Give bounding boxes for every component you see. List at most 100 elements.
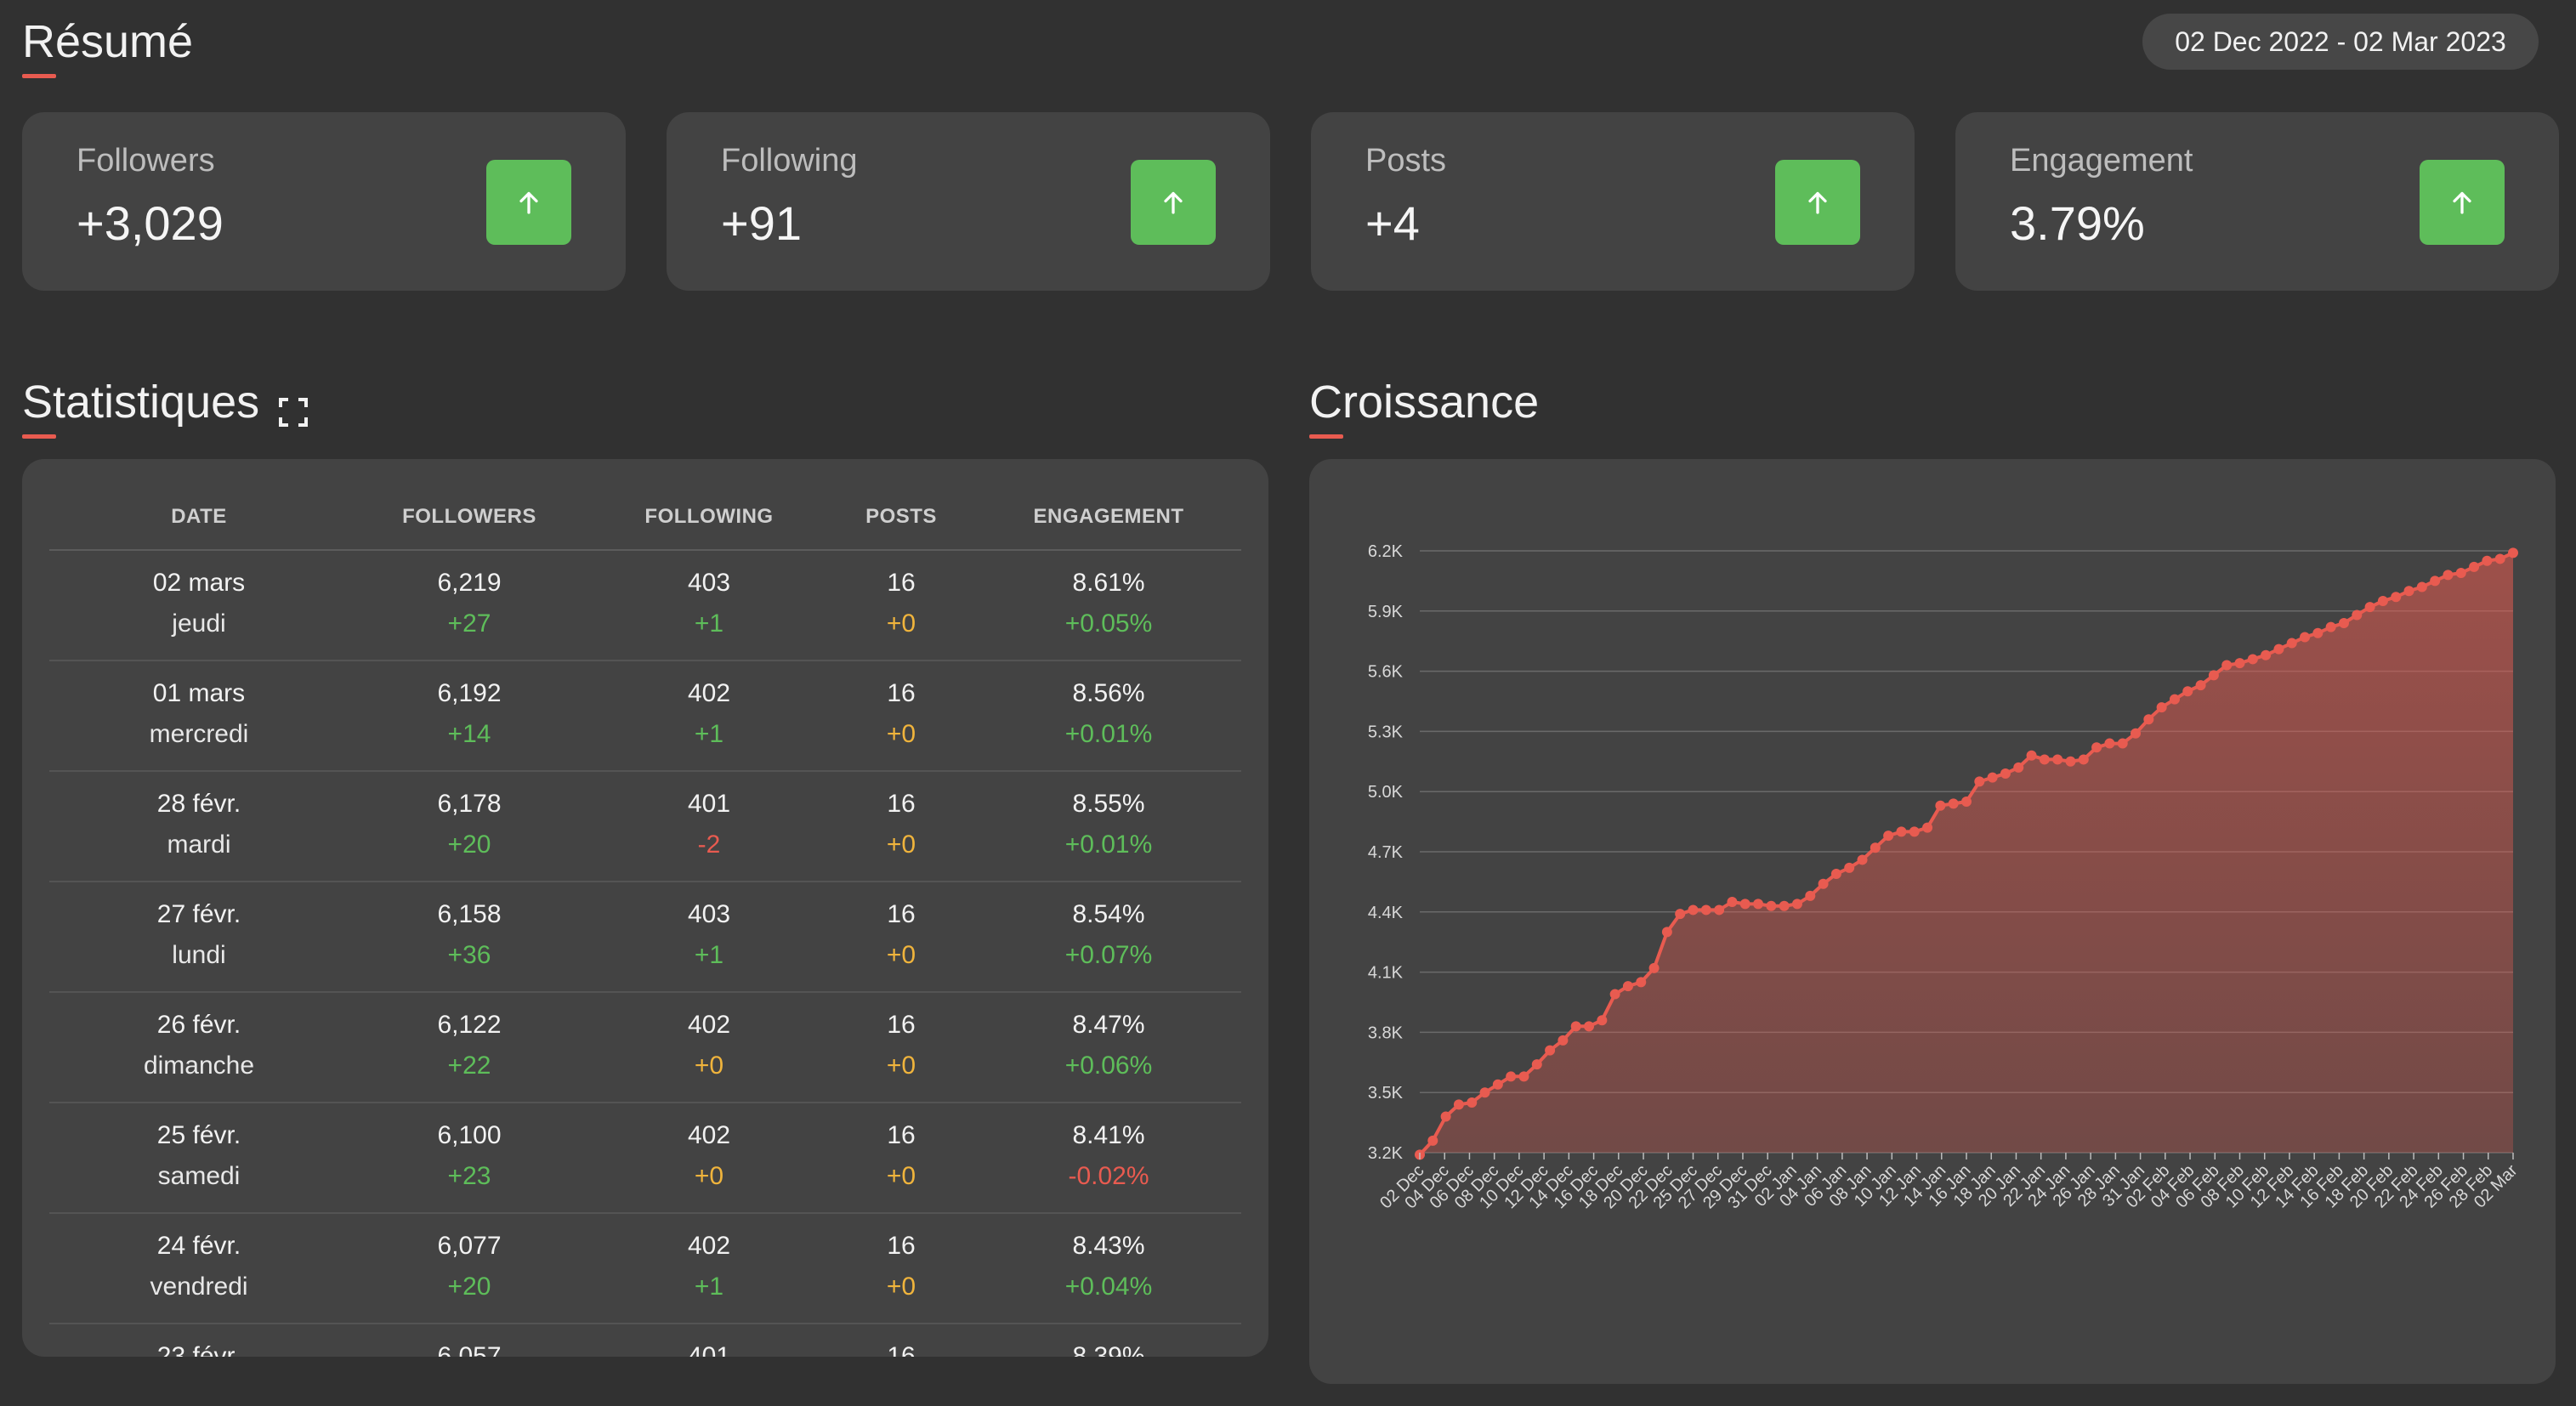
followers-value: 6,057 bbox=[437, 1342, 502, 1357]
date-value: 27 févr. bbox=[156, 900, 241, 928]
data-point bbox=[1818, 878, 1829, 889]
followers-delta: +20 bbox=[447, 831, 491, 859]
cell-followers: 6,057 bbox=[437, 1323, 501, 1357]
area-fill bbox=[1420, 553, 2513, 1155]
y-tick-label: 6.2K bbox=[1368, 542, 1404, 561]
date-value: 02 mars bbox=[152, 569, 246, 597]
data-point bbox=[1935, 800, 1946, 811]
data-point bbox=[1727, 897, 1738, 907]
cell-date: 25 févr. samedi bbox=[157, 1102, 241, 1192]
data-point bbox=[1518, 1071, 1529, 1082]
cell-following: 402 +1 bbox=[688, 1212, 730, 1302]
following-value: 402 bbox=[687, 1121, 731, 1149]
data-point bbox=[1675, 909, 1686, 920]
data-point bbox=[2104, 738, 2115, 749]
followers-value: 6,192 bbox=[437, 679, 502, 707]
trend-up-button[interactable] bbox=[2420, 160, 2505, 245]
header-date: DATE bbox=[171, 505, 227, 528]
trend-up-button[interactable] bbox=[1131, 160, 1216, 245]
followers-delta: +36 bbox=[447, 941, 491, 969]
cell-posts: 16 +0 bbox=[887, 549, 916, 639]
trend-up-button[interactable] bbox=[1775, 160, 1860, 245]
data-point bbox=[2403, 586, 2414, 597]
data-point bbox=[1830, 868, 1841, 879]
arrow-up-icon bbox=[1164, 191, 1183, 214]
cell-date: 28 févr. mardi bbox=[157, 770, 241, 860]
stats-table[interactable]: DATE FOLLOWERS FOLLOWING POSTS ENGAGEMEN… bbox=[49, 459, 1241, 1357]
cell-posts: 16 +0 bbox=[887, 1102, 916, 1192]
engagement-value: 8.43% bbox=[1072, 1232, 1145, 1260]
posts-delta: +0 bbox=[886, 941, 916, 969]
date-value: 23 févr. bbox=[156, 1342, 241, 1357]
cell-followers: 6,178 +20 bbox=[437, 770, 501, 860]
trend-up-button[interactable] bbox=[486, 160, 571, 245]
table-row: 28 févr. mardi 6,178 +20 401 -2 16 +0 8.55% +0.01… bbox=[49, 770, 1241, 882]
card-label: Engagement bbox=[2010, 143, 2193, 179]
weekday: jeudi bbox=[172, 609, 226, 638]
data-point bbox=[2247, 654, 2258, 665]
followers-value: 6,100 bbox=[437, 1121, 502, 1149]
data-point bbox=[2143, 714, 2154, 725]
weekday: mercredi bbox=[149, 720, 249, 748]
cell-followers: 6,100 +23 bbox=[437, 1102, 501, 1192]
date-value: 26 févr. bbox=[156, 1011, 241, 1039]
following-delta: +1 bbox=[694, 1273, 724, 1301]
cell-engagement: 8.41% -0.02% bbox=[1068, 1102, 1149, 1192]
following-delta: -2 bbox=[697, 831, 721, 859]
cell-engagement: 8.56% +0.01% bbox=[1065, 660, 1153, 750]
data-point bbox=[2352, 609, 2363, 621]
weekday: samedi bbox=[157, 1162, 241, 1190]
data-point bbox=[1531, 1059, 1542, 1070]
following-delta: +1 bbox=[694, 720, 724, 748]
data-point bbox=[1440, 1111, 1451, 1122]
title-underline bbox=[22, 434, 56, 439]
card-value: +91 bbox=[721, 196, 802, 250]
posts-value: 16 bbox=[887, 1232, 916, 1260]
stats-panel: DATE FOLLOWERS FOLLOWING POSTS ENGAGEMEN… bbox=[22, 459, 1268, 1357]
y-tick-label: 3.5K bbox=[1368, 1084, 1404, 1103]
header-engagement: ENGAGEMENT bbox=[1033, 505, 1184, 528]
data-point bbox=[2469, 561, 2480, 572]
y-tick-label: 4.7K bbox=[1368, 843, 1404, 862]
data-point bbox=[1467, 1097, 1478, 1108]
header-following: FOLLOWING bbox=[644, 505, 774, 528]
data-point bbox=[2261, 649, 2272, 660]
data-point bbox=[1883, 831, 1894, 842]
following-value: 401 bbox=[687, 790, 731, 818]
cell-posts: 16 bbox=[887, 1323, 915, 1357]
data-point bbox=[1987, 772, 1998, 783]
data-point bbox=[2131, 728, 2142, 739]
y-tick-label: 5.0K bbox=[1368, 783, 1404, 802]
card-value: 3.79% bbox=[2010, 196, 2145, 250]
growth-title-text: Croissance bbox=[1309, 377, 1540, 428]
followers-delta: +23 bbox=[447, 1162, 491, 1190]
arrow-up-icon bbox=[1808, 191, 1827, 214]
posts-value: 16 bbox=[887, 900, 916, 928]
arrow-up-icon bbox=[519, 191, 538, 214]
cell-followers: 6,192 +14 bbox=[437, 660, 501, 750]
posts-delta: +0 bbox=[886, 1052, 916, 1080]
data-point bbox=[1791, 899, 1802, 910]
table-row: 02 mars jeudi 6,219 +27 403 +1 16 +0 8.61% +0.05% bbox=[49, 549, 1241, 661]
engagement-value: 8.54% bbox=[1072, 900, 1145, 928]
card-label: Posts bbox=[1365, 143, 1447, 179]
y-tick-label: 3.8K bbox=[1368, 1023, 1404, 1042]
data-point bbox=[2182, 686, 2193, 697]
y-tick-label: 5.9K bbox=[1368, 603, 1404, 621]
engagement-value: 8.47% bbox=[1072, 1011, 1145, 1039]
followers-value: 6,077 bbox=[437, 1232, 502, 1260]
weekday: dimanche bbox=[143, 1052, 255, 1080]
followers-delta: +22 bbox=[447, 1052, 491, 1080]
data-point bbox=[1609, 989, 1620, 1000]
date-range-picker[interactable]: 02 Dec 2022 - 02 Mar 2023 bbox=[2142, 14, 2539, 70]
title-underline bbox=[22, 74, 56, 78]
data-point bbox=[1961, 797, 1972, 807]
expand-icon[interactable] bbox=[278, 389, 309, 427]
data-point bbox=[2000, 768, 2011, 779]
y-tick-label: 4.4K bbox=[1368, 904, 1404, 922]
y-tick-label: 5.6K bbox=[1368, 663, 1404, 682]
date-value: 24 févr. bbox=[156, 1232, 241, 1260]
card-value: +4 bbox=[1365, 196, 1420, 250]
data-point bbox=[1922, 822, 1933, 833]
table-row: 27 févr. lundi 6,158 +36 403 +1 16 +0 8.54% +0.07… bbox=[49, 881, 1241, 993]
